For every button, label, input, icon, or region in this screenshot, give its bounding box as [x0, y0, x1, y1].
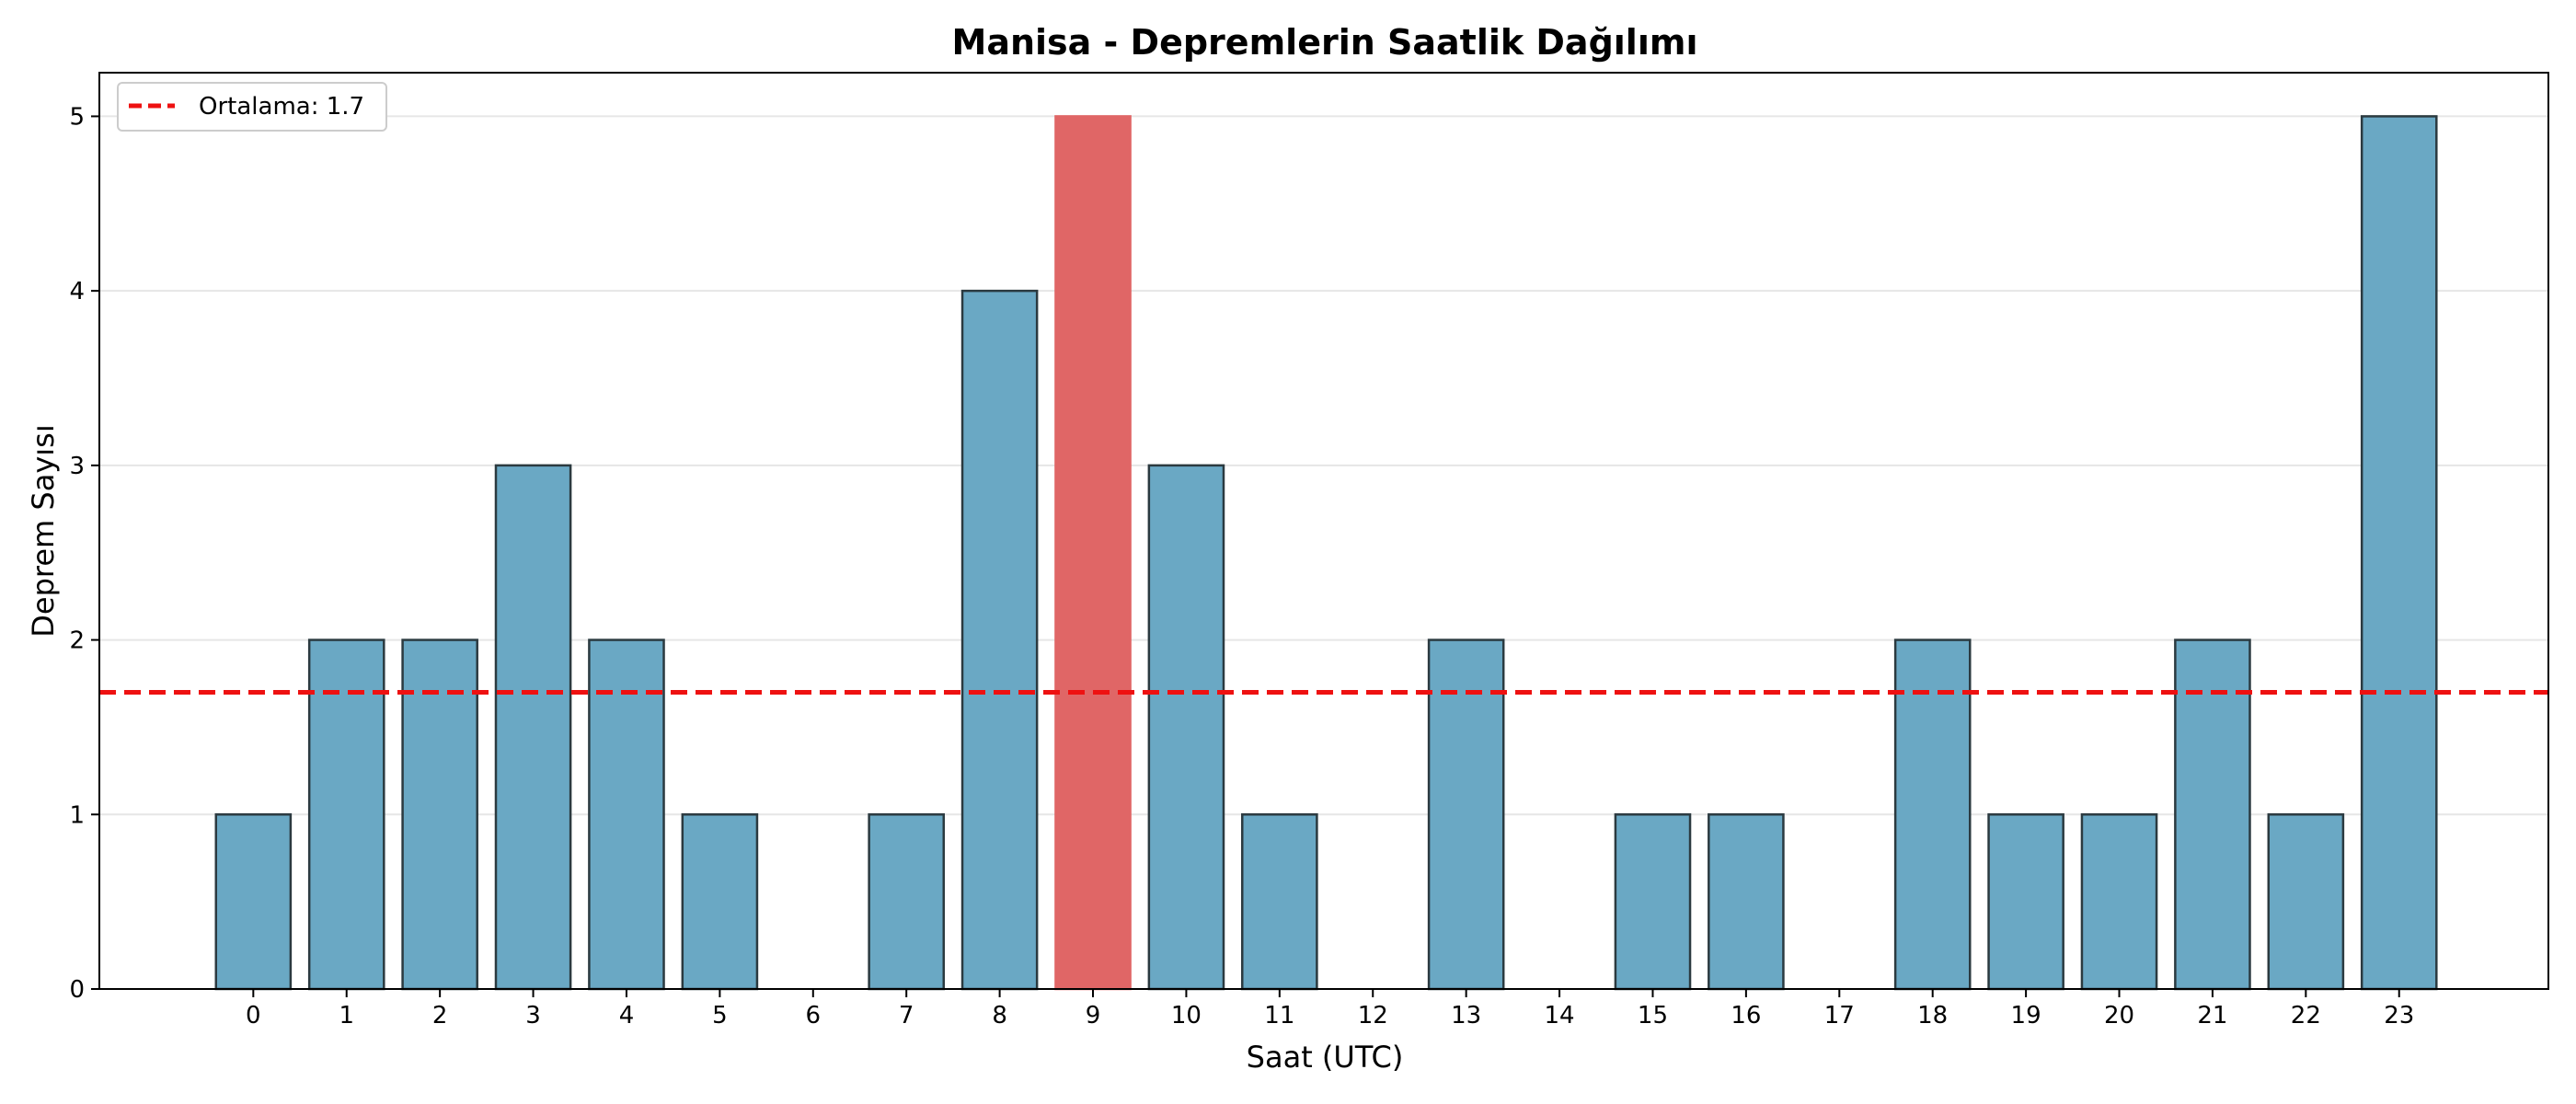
bar — [1614, 813, 1692, 991]
legend: Ortalama: 1.7 — [117, 82, 387, 132]
x-tick-label: 1 — [339, 1002, 354, 1029]
x-axis-label: Saat (UTC) — [1247, 1040, 1404, 1075]
x-tick-label: 3 — [525, 1002, 541, 1029]
y-tick-label: 0 — [69, 976, 85, 1004]
x-tick-label: 10 — [1171, 1002, 1202, 1029]
x-tick-label: 9 — [1086, 1002, 1101, 1029]
x-tick-label: 17 — [1824, 1002, 1855, 1029]
bars-layer — [214, 115, 2438, 991]
y-axis-label: Deprem Sayısı — [26, 424, 61, 637]
x-tick-label: 16 — [1731, 1002, 1761, 1029]
x-tick-label: 7 — [899, 1002, 914, 1029]
bar — [681, 813, 759, 991]
x-tick-label: 19 — [2011, 1002, 2041, 1029]
bar — [588, 638, 665, 991]
y-tick-label: 2 — [69, 627, 85, 655]
bar — [1708, 813, 1785, 991]
bar — [214, 813, 293, 991]
y-tick-label: 5 — [69, 103, 85, 131]
bar — [1147, 464, 1225, 991]
y-ticks: 0 1 2 3 4 5 — [69, 103, 99, 1004]
bar — [2080, 813, 2158, 991]
bar — [868, 813, 946, 991]
x-tick-label: 14 — [1545, 1002, 1575, 1029]
x-tick-label: 13 — [1451, 1002, 1481, 1029]
bar-highlight — [1054, 115, 1132, 991]
y-tick-label: 3 — [69, 453, 85, 480]
x-tick-label: 2 — [432, 1002, 448, 1029]
x-tick-label: 18 — [1917, 1002, 1948, 1029]
bar — [2174, 638, 2251, 991]
bar — [1241, 813, 1318, 991]
x-tick-label: 20 — [2104, 1002, 2134, 1029]
bar — [307, 638, 385, 991]
x-tick-label: 0 — [246, 1002, 261, 1029]
y-tick-label: 1 — [69, 801, 85, 829]
chart-title: Manisa - Depremlerin Saatlik Dağılımı — [952, 22, 1698, 63]
y-tick-label: 4 — [69, 278, 85, 305]
x-tick-label: 15 — [1638, 1002, 1668, 1029]
x-tick-label: 12 — [1358, 1002, 1388, 1029]
x-tick-label: 5 — [712, 1002, 728, 1029]
x-tick-label: 11 — [1264, 1002, 1294, 1029]
x-tick-label: 6 — [806, 1002, 822, 1029]
x-tick-label: 22 — [2291, 1002, 2321, 1029]
legend-box — [117, 82, 387, 132]
x-tick-label: 4 — [619, 1002, 635, 1029]
bar — [2360, 115, 2438, 991]
x-tick-label: 23 — [2384, 1002, 2414, 1029]
bar — [1427, 638, 1505, 991]
x-tick-label: 8 — [992, 1002, 1007, 1029]
bar — [1893, 638, 1972, 991]
bar — [1987, 813, 2064, 991]
plot-frame — [98, 72, 2549, 990]
bar — [494, 464, 572, 991]
x-tick-label: 21 — [2197, 1002, 2227, 1029]
bar — [2267, 813, 2345, 991]
x-ticks: 0 1 2 3 4 5 6 7 8 9 10 11 12 13 14 15 16 17 18 19 20 21 22 23 — [246, 989, 2414, 1029]
bar — [960, 289, 1039, 991]
legend-mean-label: Ortalama: 1.7 — [199, 93, 364, 121]
